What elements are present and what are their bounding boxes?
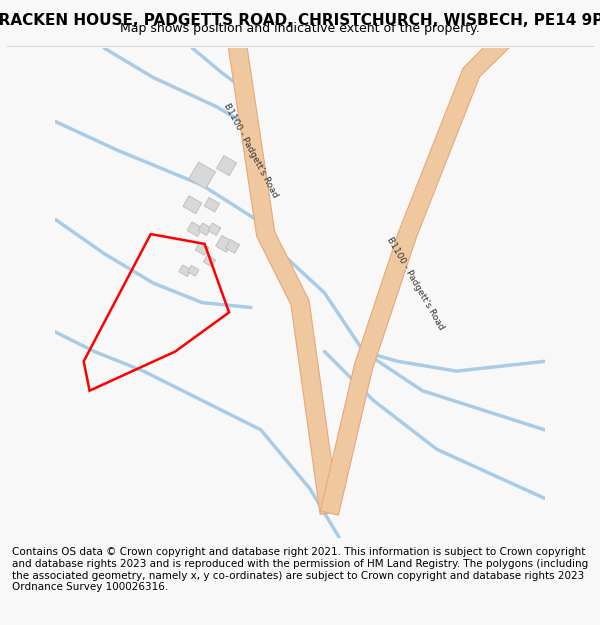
Polygon shape (198, 223, 211, 236)
Text: B1100 - Padgett's Road: B1100 - Padgett's Road (222, 102, 280, 199)
Polygon shape (189, 162, 215, 189)
Polygon shape (216, 236, 233, 252)
Text: Contains OS data © Crown copyright and database right 2021. This information is : Contains OS data © Crown copyright and d… (12, 548, 588, 592)
Polygon shape (183, 196, 202, 214)
Polygon shape (204, 198, 220, 212)
Text: Map shows position and indicative extent of the property.: Map shows position and indicative extent… (120, 22, 480, 35)
Polygon shape (187, 222, 203, 236)
Text: B1100 - Padgett's Road: B1100 - Padgett's Road (385, 235, 445, 331)
Polygon shape (320, 32, 512, 515)
Polygon shape (217, 156, 236, 176)
Polygon shape (226, 239, 239, 253)
Polygon shape (195, 242, 209, 255)
Polygon shape (179, 265, 191, 277)
Polygon shape (188, 266, 199, 276)
Polygon shape (203, 255, 215, 267)
Polygon shape (208, 223, 221, 236)
Text: BRACKEN HOUSE, PADGETTS ROAD, CHRISTCHURCH, WISBECH, PE14 9PL: BRACKEN HOUSE, PADGETTS ROAD, CHRISTCHUR… (0, 12, 600, 28)
Polygon shape (227, 37, 338, 514)
